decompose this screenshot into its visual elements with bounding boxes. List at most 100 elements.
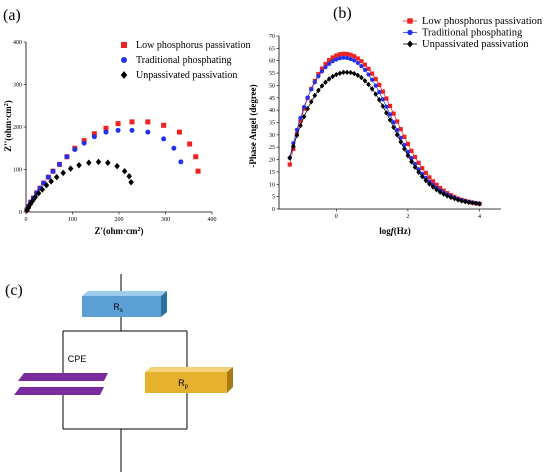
- bode-data-point: [316, 87, 321, 94]
- bode-ytick-label: 40: [269, 108, 275, 114]
- nyquist-legend: Low phosphorus passivation Traditional ph…: [120, 40, 250, 81]
- bode-data-point: [402, 134, 407, 139]
- cpe-plate-lower: [14, 387, 104, 395]
- bode-data-point: [434, 182, 439, 187]
- nyquist-data-point: [126, 173, 132, 180]
- bode-data-point: [380, 103, 386, 109]
- bode-data-point: [341, 69, 346, 76]
- nyquist-data-point: [95, 158, 102, 166]
- bode-data-point: [384, 104, 389, 109]
- bode-data-point: [312, 92, 318, 99]
- bode-ytick-label: 70: [269, 34, 275, 40]
- bode-data-point: [337, 56, 342, 61]
- nyquist-legend-marker: [120, 71, 128, 79]
- bode-data-point: [423, 170, 428, 176]
- nyquist-xtick-label: 400: [208, 217, 217, 223]
- nyquist-series-circle: [24, 127, 184, 213]
- rs-resistor: Rs: [82, 291, 167, 317]
- nyquist-data-point: [35, 190, 42, 197]
- bode-legend-label: Unpassivated passivation: [422, 39, 529, 50]
- bode-data-point: [330, 59, 335, 64]
- nyquist-data-point: [128, 179, 134, 186]
- bode-data-point: [384, 96, 389, 101]
- bode-data-point: [348, 56, 353, 62]
- nyquist-data-point: [145, 119, 151, 125]
- nyquist-data-point: [145, 129, 151, 135]
- nyquist-data-point: [56, 161, 62, 167]
- bode-data-point: [327, 61, 332, 67]
- nyquist-points: [24, 119, 201, 214]
- bode-data-point: [462, 198, 468, 205]
- bode-data-point: [316, 74, 321, 79]
- bode-ytick-label: 25: [269, 145, 275, 151]
- nyquist-data-point: [114, 162, 120, 170]
- bode-data-point: [380, 89, 385, 94]
- bode-series-diamond: [287, 69, 482, 207]
- bode-data-point: [373, 91, 378, 97]
- nyquist-series-diamond: [24, 158, 134, 214]
- nyquist-data-point: [115, 121, 121, 127]
- bode-data-point: [416, 160, 421, 165]
- bode-ytick-label: 45: [269, 96, 275, 102]
- bode-data-point: [473, 200, 479, 207]
- bode-data-point: [330, 55, 335, 60]
- bode-data-point: [298, 122, 303, 129]
- cpe-label: CPE: [68, 354, 87, 364]
- bode-data-point: [294, 132, 300, 139]
- nyquist-legend-label: Low phosphorus passivation: [136, 40, 250, 51]
- nyquist-data-point: [161, 122, 167, 128]
- bode-xtick-label: 2: [406, 214, 409, 220]
- bode-ytick-label: 35: [269, 121, 275, 127]
- bode-xtick-label: 0: [335, 214, 338, 220]
- bode-ytick-label: 5: [272, 195, 275, 201]
- nyquist-legend-label: Unpassivated passivation: [136, 70, 237, 81]
- nyquist-data-point: [129, 127, 135, 133]
- rp-top-face: [145, 367, 233, 372]
- nyquist-data-point: [50, 168, 56, 174]
- nyquist-ytick-label: 100: [13, 168, 22, 174]
- bode-data-point: [391, 120, 396, 125]
- bode-data-point: [366, 81, 371, 88]
- bode-ytick-label: 55: [269, 71, 275, 77]
- bode-data-point: [398, 139, 404, 145]
- bode-data-point: [423, 177, 429, 184]
- nyquist-data-point: [115, 127, 121, 133]
- bode-data-point: [344, 69, 350, 76]
- bode-data-point: [337, 70, 343, 77]
- bode-data-point: [309, 87, 314, 92]
- bode-ytick-label: 0: [272, 207, 275, 213]
- rs-side-face: [161, 291, 167, 317]
- nyquist-ylabel: Z''(ohm·cm2): [3, 100, 13, 152]
- nyquist-data-point: [176, 129, 182, 135]
- bode-data-point: [402, 142, 407, 148]
- bode-data-point: [398, 127, 403, 132]
- bode-data-point: [298, 118, 303, 123]
- nyquist-data-point: [32, 193, 39, 201]
- cpe-element: CPE: [14, 354, 108, 395]
- bode-data-point: [334, 53, 339, 58]
- bode-data-point: [341, 51, 346, 56]
- bode-data-point: [323, 79, 328, 85]
- bode-data-point: [405, 141, 411, 147]
- bode-ytick-label: 20: [269, 158, 275, 164]
- bode-data-point: [412, 155, 418, 160]
- bode-data-point: [387, 112, 393, 117]
- bode-data-point: [398, 135, 403, 140]
- bode-data-point: [308, 99, 314, 105]
- bode-data-point: [402, 146, 407, 152]
- rs-label: Rs: [113, 302, 123, 314]
- bode-data-point: [391, 111, 396, 116]
- bode-data-point: [412, 164, 418, 170]
- bode-data-point: [352, 58, 357, 63]
- nyquist-ytick-label: 0: [19, 210, 22, 216]
- bode-data-point: [459, 198, 464, 204]
- bode-data-point: [377, 82, 382, 88]
- nyquist-data-point: [27, 201, 33, 208]
- bode-data-point: [395, 119, 400, 124]
- panel-label-c: (c): [5, 282, 23, 299]
- nyquist-data-point: [43, 181, 50, 189]
- nyquist-data-point: [81, 138, 87, 144]
- bode-data-point: [355, 72, 361, 79]
